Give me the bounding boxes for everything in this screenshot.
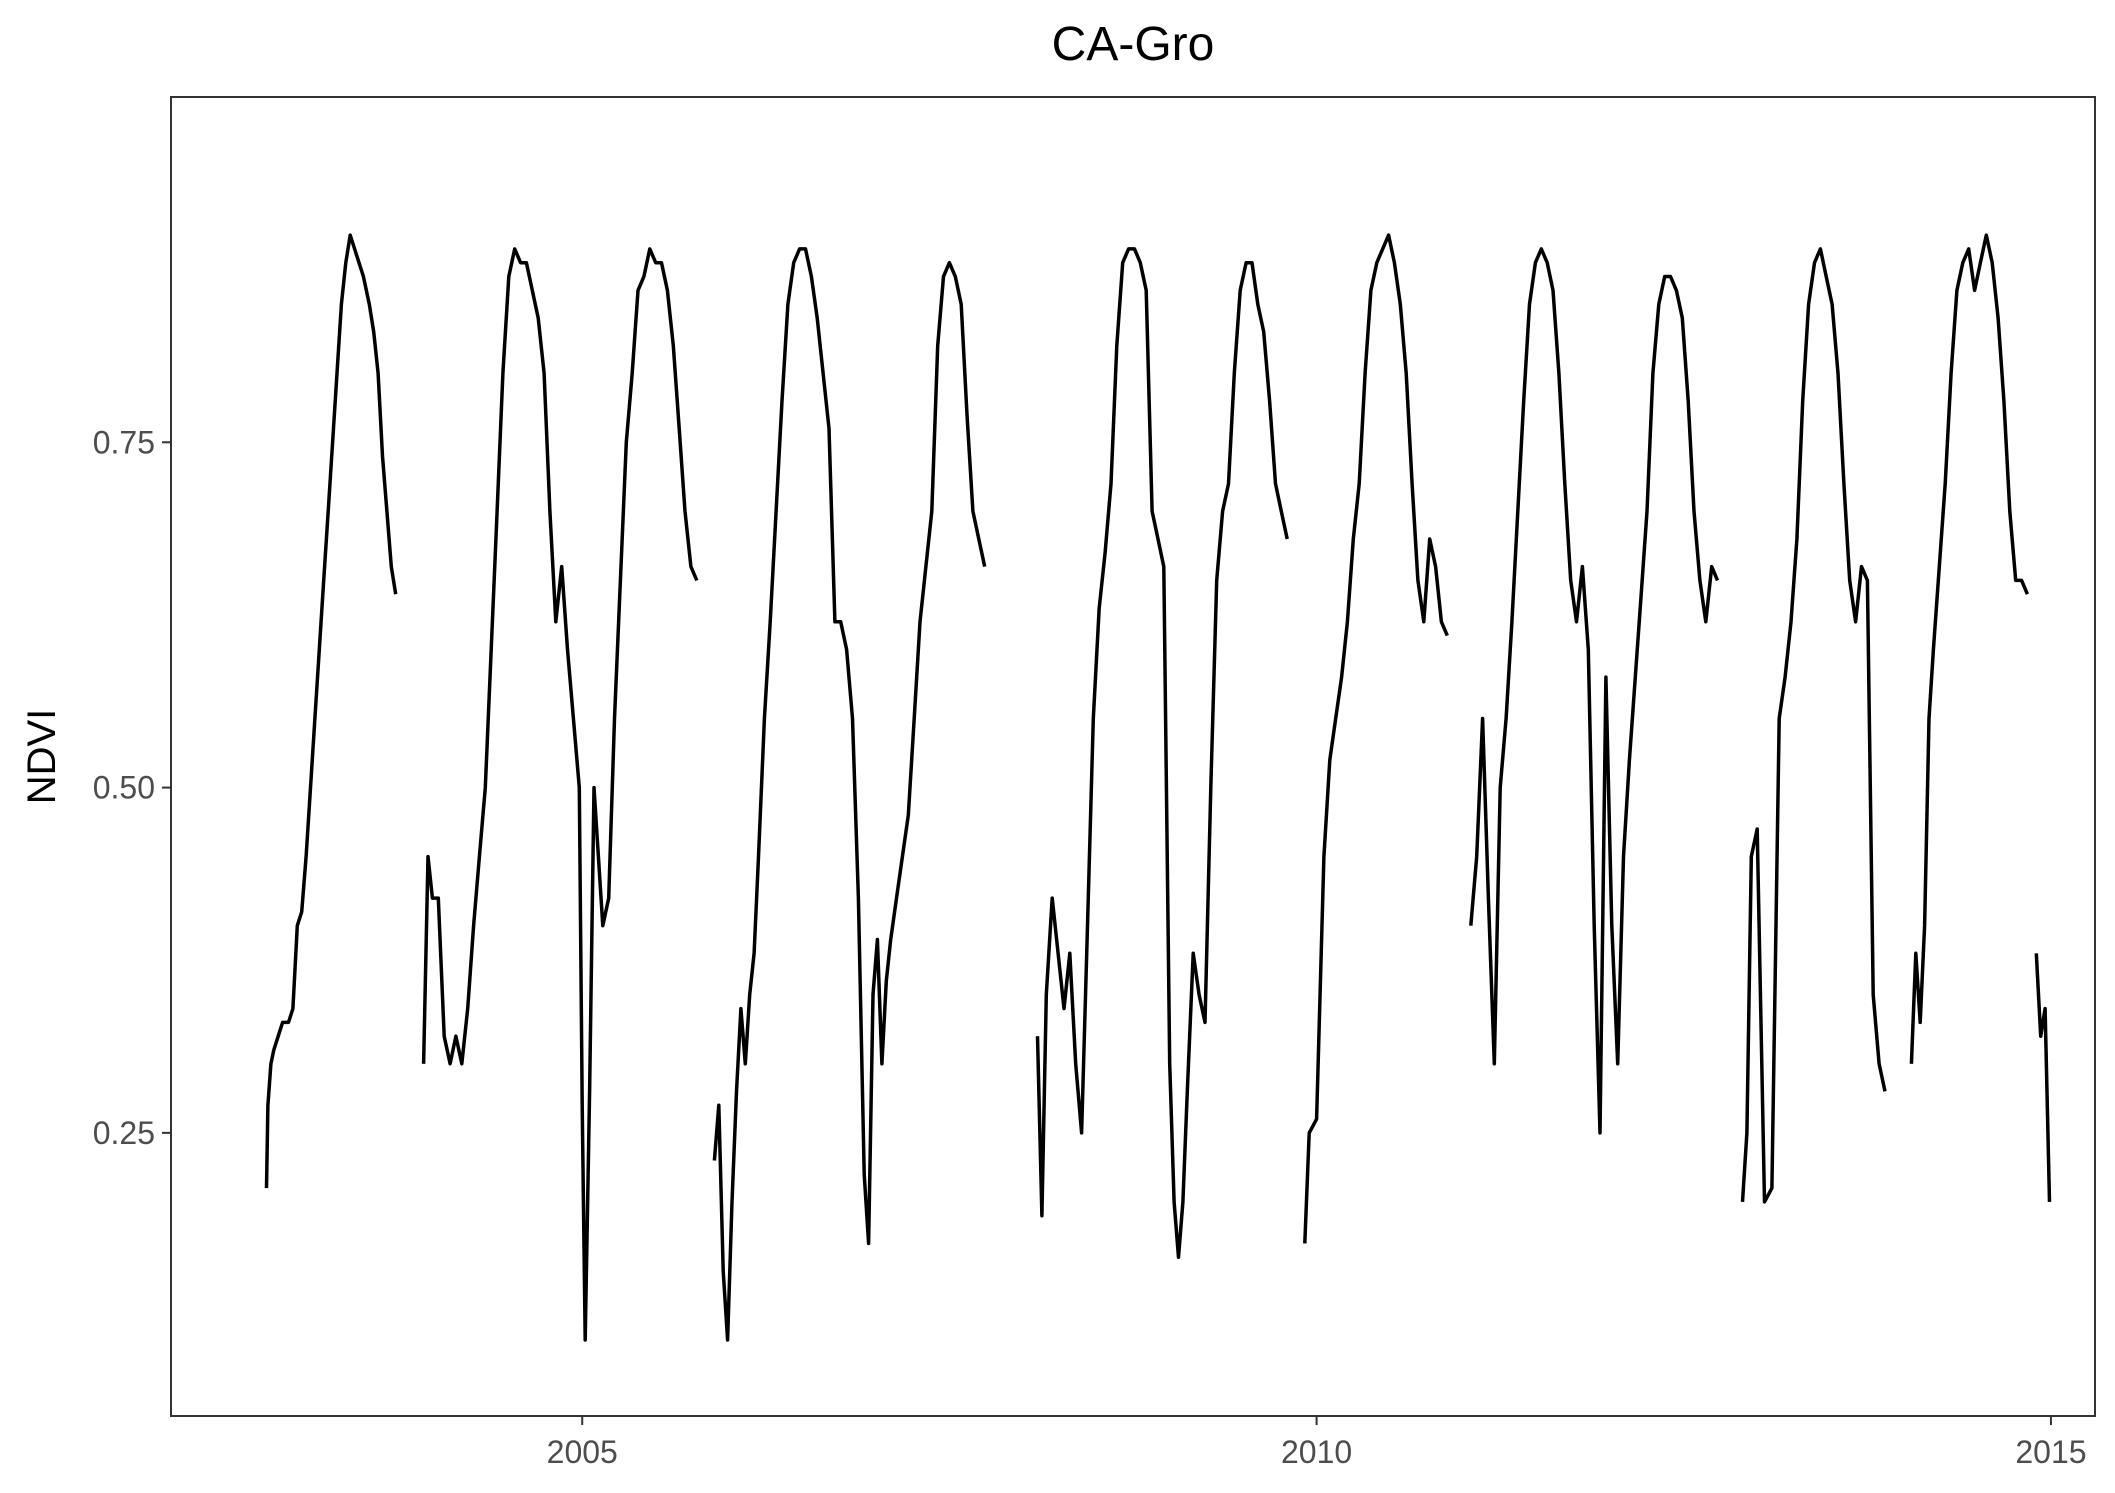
y-tick-label: 0.75 <box>93 424 155 460</box>
ndvi-series-segment-3 <box>712 247 987 1342</box>
ndvi-series-segment-9 <box>2034 953 2052 1202</box>
y-tick-label: 0.25 <box>93 1115 155 1151</box>
ndvi-series-segment-4 <box>1035 247 1289 1259</box>
x-axis: 2005 2010 2015 <box>547 1416 2087 1470</box>
series-layer <box>264 233 2052 1342</box>
ndvi-series-segment-1 <box>264 233 398 1189</box>
x-tick-label: 2010 <box>1281 1434 1352 1470</box>
ndvi-series-segment-2 <box>421 247 699 1342</box>
ndvi-series-segment-7 <box>1740 247 1887 1204</box>
ndvi-series-segment-6 <box>1469 247 1720 1135</box>
y-tick-label: 0.50 <box>93 770 155 806</box>
plot-panel <box>170 96 2096 1417</box>
x-tick-label: 2015 <box>2015 1434 2086 1470</box>
y-axis-label: NDVI <box>20 709 64 805</box>
ndvi-series-segment-8 <box>1909 233 2030 1064</box>
chart-title: CA-Gro <box>1052 18 1215 71</box>
y-axis: 0.25 0.50 0.75 <box>93 424 171 1151</box>
x-tick-label: 2005 <box>547 1434 618 1470</box>
ndvi-series-segment-5 <box>1303 233 1449 1244</box>
